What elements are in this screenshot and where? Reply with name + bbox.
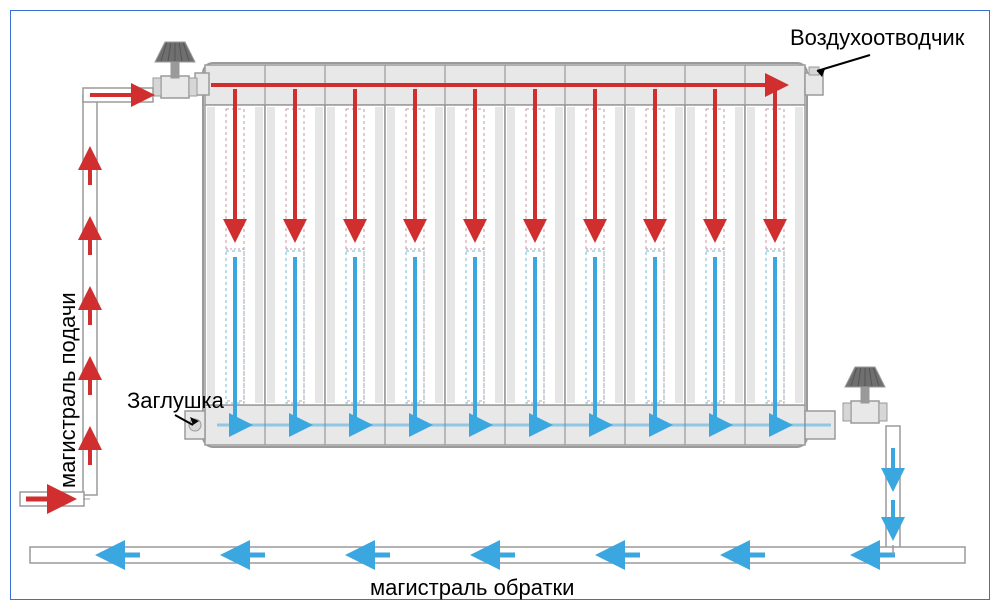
return-main-label: магистраль обратки (370, 575, 574, 601)
supply-main-label: магистраль подачи (55, 292, 81, 488)
air-vent-label: Воздухоотводчик (790, 25, 964, 51)
diagram-svg (0, 0, 1000, 610)
plug-label: Заглушка (127, 388, 224, 414)
